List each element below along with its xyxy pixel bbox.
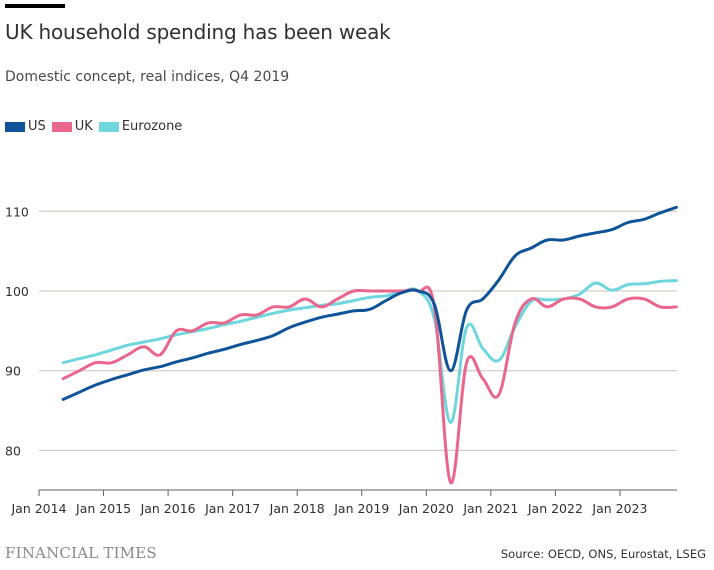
legend-label-uk: UK <box>74 119 93 134</box>
series-lines <box>61 205 678 484</box>
legend-label-eurozone: Eurozone <box>121 119 183 134</box>
x-tick-label: Jan 2014 <box>10 501 66 516</box>
x-tick-label: Jan 2016 <box>140 501 196 516</box>
gridlines <box>39 210 677 451</box>
legend-item-uk: UK <box>51 119 93 134</box>
y-tick-label: 110 <box>5 204 29 219</box>
series-line-us <box>61 205 678 401</box>
x-tick-label: Jan 2018 <box>269 501 325 516</box>
source-note: Source: OECD, ONS, Eurostat, LSEG <box>500 547 706 561</box>
x-tick-label: Jan 2023 <box>591 501 647 516</box>
x-tick-label: Jan 2017 <box>204 501 260 516</box>
x-tick-label: Jan 2021 <box>462 501 518 516</box>
legend-swatch-uk <box>51 121 72 132</box>
legend-label-us: US <box>28 119 46 134</box>
x-axis: Jan 2014 Jan 2015 Jan 2016 Jan 2017 Jan 2018… <box>10 489 677 516</box>
ft-logo: FINANCIAL TIMES <box>5 544 157 562</box>
legend-item-eurozone: Eurozone <box>98 119 183 134</box>
legend-swatch-us <box>5 121 25 132</box>
x-tick-label: Jan 2020 <box>398 501 454 516</box>
ft-header-bar <box>5 4 65 8</box>
x-tick-label: Jan 2022 <box>527 501 583 516</box>
y-tick-label: 90 <box>5 364 21 379</box>
y-tick-label: 100 <box>5 284 29 299</box>
chart-subtitle: Domestic concept, real indices, Q4 2019 <box>5 69 290 85</box>
chart-title: UK household spending has been weak <box>5 20 391 44</box>
y-axis-labels: 80 90 100 110 <box>5 204 29 458</box>
y-tick-label: 80 <box>5 443 21 458</box>
legend-item-us: US <box>5 119 46 134</box>
x-tick-label: Jan 2019 <box>333 501 389 516</box>
legend-swatch-eurozone <box>98 121 119 132</box>
legend: US UK Eurozone <box>5 119 188 134</box>
series-line-uk <box>61 285 678 484</box>
x-tick-label: Jan 2015 <box>75 501 131 516</box>
